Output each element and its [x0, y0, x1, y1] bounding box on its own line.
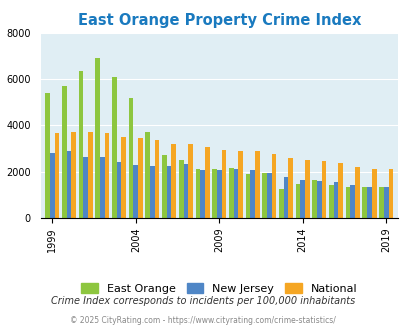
- Bar: [178, 160, 183, 218]
- Bar: [362, 187, 366, 218]
- Bar: [383, 187, 388, 218]
- Bar: [278, 189, 283, 218]
- Bar: [212, 169, 216, 218]
- Bar: [228, 168, 233, 218]
- Bar: [249, 170, 254, 218]
- Bar: [100, 157, 104, 218]
- Bar: [117, 162, 121, 218]
- Bar: [328, 185, 333, 218]
- Bar: [195, 169, 200, 218]
- Bar: [350, 185, 354, 218]
- Bar: [295, 184, 300, 218]
- Bar: [333, 182, 338, 218]
- Bar: [162, 155, 166, 218]
- Bar: [304, 160, 309, 218]
- Bar: [271, 154, 276, 218]
- Bar: [183, 164, 188, 218]
- Bar: [321, 160, 326, 218]
- Bar: [154, 141, 159, 218]
- Bar: [300, 180, 304, 218]
- Bar: [221, 150, 226, 218]
- Bar: [245, 174, 249, 218]
- Bar: [50, 153, 55, 218]
- Bar: [83, 157, 88, 218]
- Bar: [216, 170, 221, 218]
- Bar: [378, 187, 383, 218]
- Bar: [254, 151, 259, 218]
- Bar: [345, 187, 350, 218]
- Bar: [188, 144, 192, 218]
- Bar: [45, 93, 50, 218]
- Bar: [388, 169, 392, 218]
- Bar: [104, 134, 109, 218]
- Bar: [88, 132, 92, 218]
- Bar: [150, 166, 154, 218]
- Bar: [311, 180, 316, 218]
- Bar: [238, 151, 242, 218]
- Bar: [283, 178, 288, 218]
- Text: Crime Index corresponds to incidents per 100,000 inhabitants: Crime Index corresponds to incidents per…: [51, 296, 354, 306]
- Bar: [62, 86, 66, 218]
- Bar: [121, 137, 126, 218]
- Bar: [338, 163, 342, 218]
- Bar: [166, 166, 171, 218]
- Bar: [133, 165, 138, 218]
- Bar: [112, 77, 117, 218]
- Title: East Orange Property Crime Index: East Orange Property Crime Index: [77, 13, 360, 28]
- Bar: [288, 158, 292, 218]
- Bar: [171, 144, 176, 218]
- Bar: [366, 187, 371, 218]
- Bar: [371, 169, 375, 218]
- Bar: [145, 132, 150, 218]
- Text: © 2025 CityRating.com - https://www.cityrating.com/crime-statistics/: © 2025 CityRating.com - https://www.city…: [70, 316, 335, 325]
- Bar: [233, 169, 238, 218]
- Bar: [79, 71, 83, 218]
- Bar: [128, 98, 133, 218]
- Bar: [138, 138, 143, 218]
- Bar: [262, 173, 266, 218]
- Bar: [71, 132, 76, 218]
- Bar: [66, 151, 71, 218]
- Bar: [95, 58, 100, 218]
- Bar: [205, 147, 209, 218]
- Bar: [55, 134, 59, 218]
- Bar: [316, 181, 321, 218]
- Bar: [266, 173, 271, 218]
- Legend: East Orange, New Jersey, National: East Orange, New Jersey, National: [77, 279, 361, 298]
- Bar: [354, 167, 359, 218]
- Bar: [200, 170, 205, 218]
